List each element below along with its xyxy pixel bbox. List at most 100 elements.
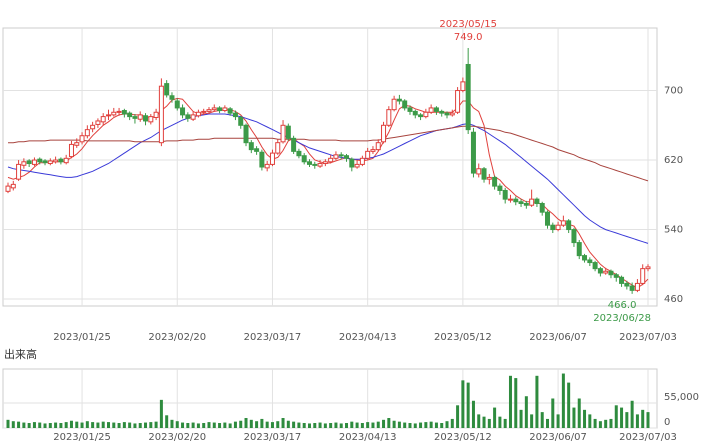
candle-body (121, 110, 127, 115)
volume-bar (318, 422, 322, 428)
volume-bar (429, 421, 433, 428)
volume-bar (345, 423, 349, 428)
candle-body (645, 266, 651, 270)
candle-body (74, 142, 80, 146)
volume-bar (265, 421, 269, 428)
volume-bar (244, 418, 248, 428)
volume-bar (350, 421, 354, 428)
candle-body (280, 124, 286, 143)
candle-body (211, 107, 217, 111)
volume-bar (630, 400, 634, 428)
price-panel-frame (2, 27, 658, 307)
volume-bar (170, 419, 174, 428)
candle-body (169, 95, 175, 100)
volume-bar (466, 382, 470, 428)
volume-bar (376, 421, 380, 428)
candle-body (317, 163, 323, 167)
candle-body (227, 108, 233, 114)
candle-body (481, 168, 487, 180)
volume-bar (91, 422, 95, 428)
candle-body (174, 100, 180, 109)
volume-bar (598, 421, 602, 428)
candle-body (529, 198, 535, 206)
volume-bar (80, 422, 84, 428)
candle-body (391, 98, 397, 111)
candle-body (26, 160, 32, 165)
candle-body (222, 107, 228, 112)
volume-bar (228, 423, 232, 428)
volume-bar (572, 407, 576, 428)
volume-bar (614, 405, 618, 428)
volume-bar (233, 421, 237, 428)
candle-body (423, 111, 429, 118)
candle-body (238, 116, 244, 126)
candle-body (275, 142, 281, 154)
candle-body (418, 114, 424, 118)
moving-average-line (8, 125, 649, 182)
volume-bar (339, 423, 343, 428)
candle-body (455, 90, 461, 113)
volume-bar (514, 378, 518, 428)
candle-body (444, 112, 450, 116)
volume-bar (498, 416, 502, 428)
x-tick-label: 2023/02/20 (148, 432, 206, 443)
candle-body (190, 114, 196, 120)
x-tick-label: 2023/01/25 (53, 332, 111, 343)
candle-body (206, 109, 212, 112)
candle-body (333, 154, 339, 159)
volume-bar (48, 423, 52, 428)
volume-bar (186, 423, 190, 428)
candle-body (254, 148, 260, 152)
x-tick-label: 2023/03/17 (244, 332, 302, 343)
x-tick-label: 2023/02/20 (148, 332, 206, 343)
volume-bar (32, 422, 36, 428)
volume-bar (604, 419, 608, 428)
volume-bar (27, 423, 31, 428)
candle-body (201, 110, 207, 113)
y-tick-label: 460 (664, 294, 683, 305)
candle-body (428, 107, 434, 113)
candle-body (449, 112, 455, 116)
y-tick-label: 620 (664, 155, 683, 166)
volume-title: 出来高 (4, 347, 37, 361)
volume-bar (159, 399, 163, 428)
candle-body (560, 220, 566, 226)
candle-body (566, 220, 572, 231)
candle-body (460, 81, 466, 92)
volume-bar (493, 407, 497, 428)
volume-bar (641, 409, 645, 428)
candle-body (291, 137, 297, 152)
volume-bar (117, 423, 121, 428)
candle-body (248, 142, 254, 151)
candle-body (137, 114, 143, 120)
volume-bar (413, 423, 417, 428)
candle-body (603, 270, 609, 274)
candle-body (84, 129, 90, 137)
candle-body (306, 161, 312, 165)
volume-bar (17, 421, 21, 428)
volume-bar (154, 421, 158, 428)
x-tick-label: 2023/01/25 (53, 432, 111, 443)
volume-bar (567, 382, 571, 428)
candle-body (58, 158, 64, 163)
volume-bar (588, 414, 592, 428)
volume-bar (540, 412, 544, 428)
volume-bar (477, 414, 481, 428)
volume-bar (577, 398, 581, 428)
candle-body (42, 160, 48, 164)
x-tick-label: 2023/07/03 (619, 332, 677, 343)
volume-bar (239, 420, 243, 428)
volume-bar (445, 421, 449, 428)
volume-bar (313, 423, 317, 428)
annotation-date: 2023/06/28 (593, 313, 651, 324)
volume-bar (112, 422, 116, 428)
candle-body (613, 274, 619, 278)
volume-bar (397, 421, 401, 428)
volume-bar (471, 400, 475, 428)
volume-bar (75, 421, 79, 428)
candle-body (433, 107, 439, 112)
candle-body (619, 276, 625, 284)
candle-body (259, 151, 265, 168)
candle-body (592, 262, 598, 270)
candle-body (381, 124, 387, 143)
